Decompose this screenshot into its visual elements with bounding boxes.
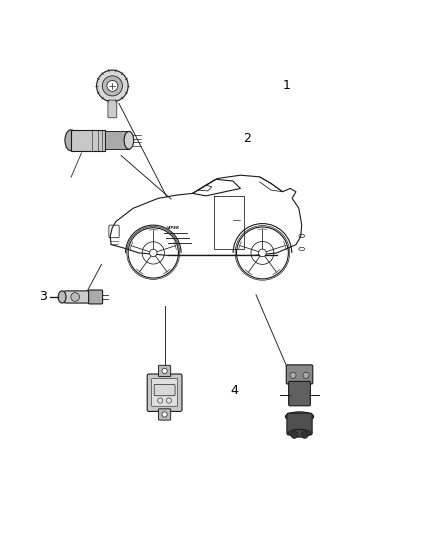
FancyBboxPatch shape bbox=[287, 413, 312, 435]
Circle shape bbox=[258, 249, 266, 257]
FancyBboxPatch shape bbox=[154, 384, 175, 396]
Circle shape bbox=[162, 368, 167, 374]
FancyBboxPatch shape bbox=[159, 365, 171, 377]
Text: VIPER: VIPER bbox=[167, 226, 180, 230]
Circle shape bbox=[107, 80, 118, 91]
Ellipse shape bbox=[289, 429, 311, 437]
FancyBboxPatch shape bbox=[289, 382, 311, 406]
Ellipse shape bbox=[286, 412, 314, 422]
Circle shape bbox=[291, 431, 298, 439]
Ellipse shape bbox=[65, 130, 77, 151]
Circle shape bbox=[162, 412, 167, 417]
Ellipse shape bbox=[58, 291, 66, 303]
Text: 2: 2 bbox=[244, 132, 251, 144]
Text: 1: 1 bbox=[283, 79, 290, 92]
FancyBboxPatch shape bbox=[152, 378, 178, 406]
Ellipse shape bbox=[124, 132, 134, 149]
Text: 4: 4 bbox=[230, 384, 238, 397]
FancyBboxPatch shape bbox=[88, 290, 102, 304]
FancyBboxPatch shape bbox=[159, 409, 171, 420]
Polygon shape bbox=[105, 132, 129, 149]
Polygon shape bbox=[71, 130, 105, 151]
Text: 3: 3 bbox=[39, 290, 47, 303]
FancyBboxPatch shape bbox=[64, 291, 91, 303]
FancyBboxPatch shape bbox=[147, 374, 182, 411]
FancyBboxPatch shape bbox=[108, 100, 117, 118]
Circle shape bbox=[96, 70, 128, 102]
FancyBboxPatch shape bbox=[286, 365, 313, 384]
Circle shape bbox=[303, 372, 309, 378]
Circle shape bbox=[102, 76, 123, 96]
Circle shape bbox=[290, 372, 296, 378]
Circle shape bbox=[301, 431, 308, 439]
Circle shape bbox=[71, 293, 79, 301]
Circle shape bbox=[149, 249, 157, 256]
